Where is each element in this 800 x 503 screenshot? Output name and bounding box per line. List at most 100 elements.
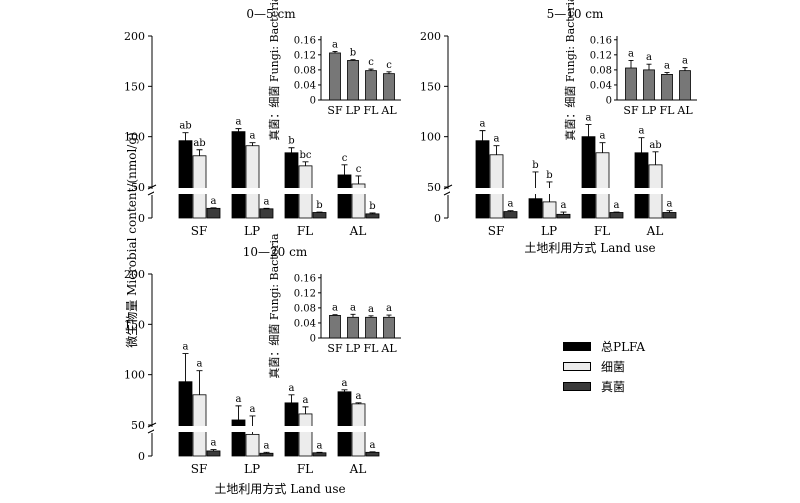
y-tick-label: 200 [420,30,441,43]
inset-x-tick-label: FL [364,342,380,355]
panel-2: 5—10 cm050100150200aaaSFbbaLPaaaFLaabaAL… [420,0,697,238]
inset-error-bar [368,315,374,318]
inset-y-tick-label: 0.04 [294,318,316,329]
legend-item-fungi: 真菌 [563,376,645,396]
bar-total-plfa-lp [528,198,543,219]
significance-letter: a [317,440,323,451]
bar-bacteria-sf [192,155,207,219]
bar-fungi-fl [312,452,327,457]
x-axis-label-bottom: 土地利用方式 Land use [214,481,345,496]
significance-letter: a [250,404,256,415]
inset-y-tick-label: 0.04 [294,80,316,91]
inset-y-tick-label: 0.12 [294,288,316,299]
error-bar [479,130,486,141]
significance-letter: a [342,378,348,389]
inset-error-bar [628,60,634,68]
panels: 0—5 cm050100150200ababaSFaaaLPbbcbFLccbA… [124,0,697,476]
bar-bacteria-fl [298,413,313,457]
inset-y-label: 真菌：细菌 Fungi: Bacteria [267,233,281,379]
bar-total-plfa-al [634,152,649,219]
significance-letter: b [316,200,322,211]
inset-significance-letter: a [332,303,338,314]
inset-significance-letter: b [350,48,356,59]
inset-x-tick-label: AL [676,104,693,117]
y-tick-label: 150 [420,80,441,93]
inset-significance-letter: c [386,60,392,71]
x-tick-label: SF [191,462,208,476]
inset-y-tick-label: 0.12 [294,50,316,61]
significance-letter: b [532,160,538,171]
panel-title: 10—20 cm [243,245,308,259]
significance-letter: ab [179,121,191,132]
error-bar [235,405,242,420]
legend: 总PLFA 细菌 真菌 [563,336,645,396]
x-tick-label: FL [297,462,313,476]
significance-letter: a [561,200,567,211]
inset-x-tick-label: LP [642,104,657,117]
significance-letter: a [264,196,270,207]
bar-fungi-sf [206,450,221,457]
inset-significance-letter: a [350,302,356,313]
bar-fungi-lp [556,213,571,219]
bar-fungi-sf [503,211,518,219]
error-bar [196,370,203,395]
bar-total-plfa-sf [178,140,193,219]
inset-x-tick-label: SF [327,342,343,355]
significance-letter: a [183,342,189,353]
x-tick-label: FL [297,224,313,238]
bar-total-plfa-al [337,391,352,457]
error-bar [182,132,189,141]
significance-letter: a [250,131,256,142]
bar-fungi-lp [259,208,274,219]
bar-total-plfa-al [337,174,352,219]
bar-total-plfa-lp [231,419,246,457]
inset-y-tick-label: 0.16 [590,35,612,46]
x-axis-label-top-right: 土地利用方式 Land use [524,240,655,255]
panel-title: 5—10 cm [547,7,604,21]
bar-bacteria-lp [542,201,557,219]
bar-fungi-sf [206,207,221,219]
significance-letter: a [211,196,217,207]
inset-significance-letter: a [682,56,688,67]
legend-label: 细菌 [601,359,626,374]
x-tick-label: LP [244,462,260,476]
significance-letter: ab [193,138,205,149]
significance-letter: a [639,126,645,137]
bar-bacteria-fl [595,152,610,219]
inset-x-tick-label: AL [380,342,397,355]
inset-significance-letter: a [664,61,670,72]
inset-error-bar [332,314,338,316]
error-bar [666,210,673,213]
inset-y-label: 真菌：细菌 Fungi: Bacteria [267,0,281,141]
bar-fungi-al [365,451,380,457]
inset-bar-lp [347,60,359,101]
error-bar [507,210,514,212]
panel-3: 10—20 cm050100150200aaaSFaaaLPaaaFLaaaAL… [124,233,401,476]
error-bar [369,212,376,214]
y-tick-label: 0 [138,212,145,225]
significance-letter: c [342,153,348,164]
legend-item-total-plfa: 总PLFA [563,336,645,356]
inset-significance-letter: a [332,39,338,50]
significance-letter: bc [299,150,311,161]
inset-bar-al [679,70,691,101]
x-tick-label: AL [646,224,664,238]
y-tick-label: 100 [124,369,145,382]
inset-x-tick-label: SF [623,104,639,117]
inset-error-bar [386,71,392,74]
error-bar [182,353,189,382]
inset-error-bar [682,67,688,71]
error-bar [585,124,592,137]
x-tick-label: SF [191,224,208,238]
significance-letter: ab [649,140,661,151]
significance-letter: a [667,199,673,210]
inset-y-label: 真菌：细菌 Fungi: Bacteria [563,0,577,141]
y-axis-label: 微生物量 Microbial content/(nmol/g) [125,132,139,347]
bar-break-band [450,188,672,194]
significance-letter: b [369,201,375,212]
bar-fungi-fl [312,212,327,219]
legend-label: 总PLFA [601,339,645,354]
error-bar [652,151,659,165]
bar-bacteria-sf [489,154,504,219]
